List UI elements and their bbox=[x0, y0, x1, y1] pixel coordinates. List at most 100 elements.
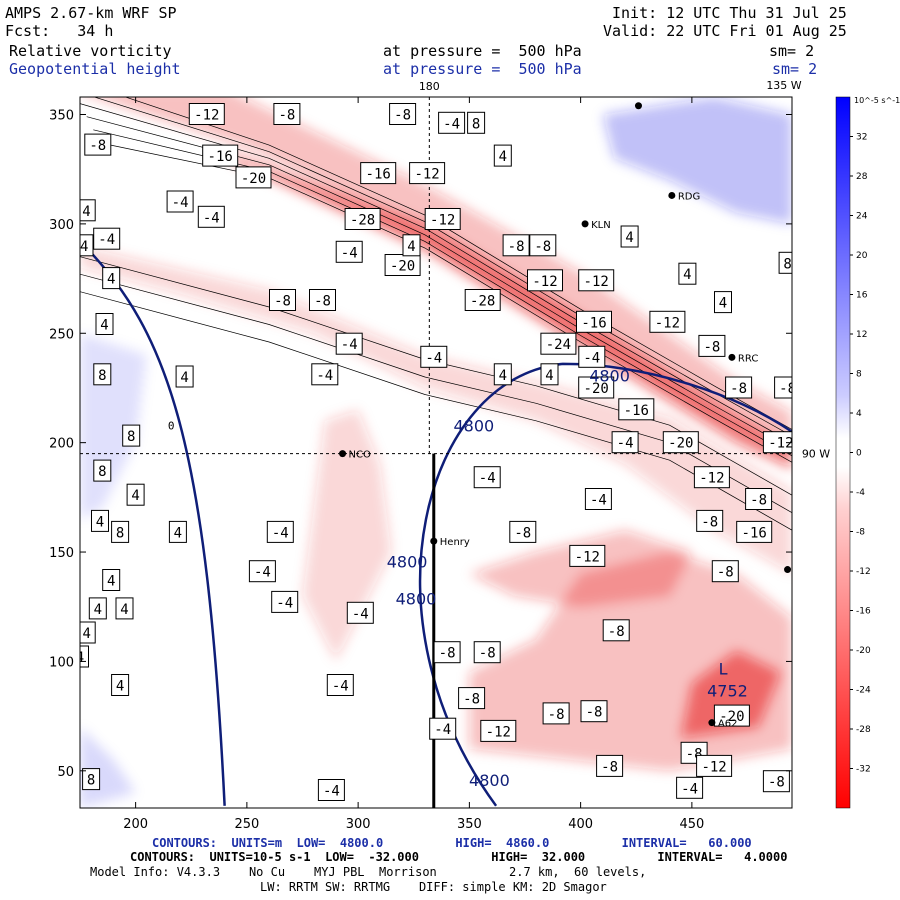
vorticity-label-box bbox=[429, 717, 457, 740]
vorticity-label-box bbox=[111, 520, 130, 543]
vorticity-label: -8 bbox=[696, 509, 724, 532]
colorbar-tick-label: -8 bbox=[856, 528, 865, 538]
vorticity-label-text: 4 bbox=[96, 514, 104, 530]
physics-info: LW: RRTM SW: RRTMG DIFF: simple KM: 2D S… bbox=[260, 880, 607, 894]
station-marker bbox=[708, 719, 716, 727]
vorticity-label: -8 bbox=[502, 234, 530, 257]
field2-smoothing: sm= 2 bbox=[772, 60, 818, 78]
vorticity-label-text: 4 bbox=[76, 650, 84, 666]
vorticity-label-text: -4 bbox=[316, 368, 333, 384]
vorticity-label-text: -8 bbox=[779, 381, 796, 397]
vorticity-label-text: -4 bbox=[443, 116, 460, 132]
vorticity-label-box bbox=[576, 310, 612, 333]
vorticity-label: -4 bbox=[197, 205, 225, 228]
vorticity-label: 4 bbox=[88, 597, 107, 620]
vorticity-label: -8 bbox=[84, 133, 112, 156]
vorticity-label-box bbox=[584, 488, 612, 510]
station-marker bbox=[784, 566, 792, 574]
vorticity-label: 8 bbox=[93, 459, 112, 482]
field2-level: at pressure = 500 hPa bbox=[383, 60, 582, 78]
vorticity-label-box bbox=[778, 251, 792, 274]
forecast-hour: Fcst: 34 h bbox=[5, 22, 114, 40]
vorticity-label-text: -4 bbox=[583, 350, 600, 366]
zero-annotation: 0 bbox=[168, 420, 175, 433]
vorticity-label-text: 4 bbox=[131, 488, 139, 504]
station-label: RDG bbox=[678, 191, 700, 202]
vorticity-label-box bbox=[168, 520, 187, 543]
vorticity-label: -12 bbox=[696, 754, 733, 777]
vorticity-label: -8 bbox=[542, 702, 570, 725]
vorticity-label-text: -16 bbox=[208, 149, 233, 165]
y-tick-label: 350 bbox=[49, 109, 74, 124]
vorticity-label-box bbox=[542, 702, 570, 725]
colorbar-tick-label: 12 bbox=[856, 330, 867, 340]
vorticity-label-text: -8 bbox=[586, 705, 603, 721]
vorticity-label: -4 bbox=[93, 227, 121, 250]
y-tick-label: 200 bbox=[49, 437, 74, 452]
vorticity-label-text: -8 bbox=[548, 707, 565, 723]
vorticity-label-box bbox=[696, 509, 724, 532]
vorticity-label-box bbox=[620, 225, 639, 248]
vorticity-label-box bbox=[611, 431, 639, 454]
vorticity-contour-line bbox=[93, 97, 792, 437]
vorticity-label-text: -24 bbox=[546, 337, 571, 353]
vorticity-label: -12 bbox=[693, 466, 730, 489]
height-contour-label: 4800 bbox=[387, 552, 428, 571]
vorticity-label-text: 4 bbox=[107, 574, 115, 590]
vorticity-label-box bbox=[346, 601, 374, 624]
vorticity-label-box bbox=[502, 234, 530, 257]
vorticity-label: 4 bbox=[493, 144, 512, 167]
vorticity-label-text: -8 bbox=[750, 493, 767, 509]
vorticity-label-text: 4 bbox=[683, 267, 691, 283]
vorticity-label: -8 bbox=[725, 376, 753, 399]
station-marker bbox=[581, 220, 589, 228]
vorticity-label: -20 bbox=[578, 376, 615, 399]
vorticity-label-box bbox=[197, 205, 225, 228]
vorticity-label-box bbox=[360, 162, 397, 185]
vorticity-label-text: -8 bbox=[608, 624, 625, 640]
vorticity-label: -4 bbox=[326, 674, 354, 696]
vorticity-label-box bbox=[102, 569, 121, 591]
height-contour-info: CONTOURS: UNITS=m LOW= 4800.0 HIGH= 4860… bbox=[152, 836, 752, 850]
vorticity-label-text: -4 bbox=[352, 606, 369, 622]
vorticity-label-text: 8 bbox=[783, 256, 791, 272]
vorticity-label-box bbox=[309, 289, 336, 311]
colorbar bbox=[835, 96, 851, 809]
vorticity-label: -8 bbox=[602, 619, 630, 642]
vorticity-label-text: -4 bbox=[617, 436, 634, 452]
vorticity-label-box bbox=[266, 520, 294, 543]
field1-level: at pressure = 500 hPa bbox=[383, 42, 582, 60]
vorticity-label-text: -8 bbox=[314, 294, 331, 310]
vorticity-label-box bbox=[762, 770, 790, 793]
vorticity-label: 4 bbox=[80, 621, 96, 644]
vorticity-label: -4 bbox=[335, 332, 363, 355]
vorticity-label-box bbox=[115, 597, 134, 620]
vorticity-label-text: -12 bbox=[486, 724, 511, 740]
vorticity-label-text: -8 bbox=[479, 646, 496, 662]
vorticity-label-text: 4 bbox=[116, 679, 124, 695]
vorticity-label-text: -4 bbox=[434, 722, 451, 738]
vorticity-label: -20 bbox=[713, 704, 750, 727]
vorticity-label-box bbox=[93, 227, 121, 250]
vorticity-label-text: 4 bbox=[107, 272, 115, 288]
vorticity-label: -16 bbox=[576, 310, 612, 333]
station-label: A62 bbox=[718, 719, 738, 730]
colorbar-tick-label: 28 bbox=[856, 172, 868, 182]
vorticity-label-text: -16 bbox=[581, 315, 606, 331]
vorticity-label-text: 4 bbox=[100, 318, 108, 334]
colorbar-tick-label: -20 bbox=[856, 646, 871, 656]
vorticity-label-box bbox=[578, 345, 606, 368]
vorticity-label: -20 bbox=[662, 431, 699, 454]
station-marker bbox=[668, 191, 676, 199]
vorticity-label: -4 bbox=[438, 111, 466, 134]
vorticity-label-box bbox=[82, 768, 101, 791]
vorticity-label: -12 bbox=[649, 310, 686, 333]
vorticity-label-text: -8 bbox=[278, 108, 295, 124]
vorticity-label: -4 bbox=[346, 601, 374, 624]
vorticity-label: -4 bbox=[317, 779, 345, 801]
vorticity-label-box bbox=[202, 144, 239, 167]
vorticity-label-text: -8 bbox=[717, 565, 734, 581]
height-contour-label: 4752 bbox=[707, 681, 748, 700]
vorticity-label-box bbox=[84, 133, 112, 156]
vorticity-label-text: -12 bbox=[575, 549, 600, 565]
